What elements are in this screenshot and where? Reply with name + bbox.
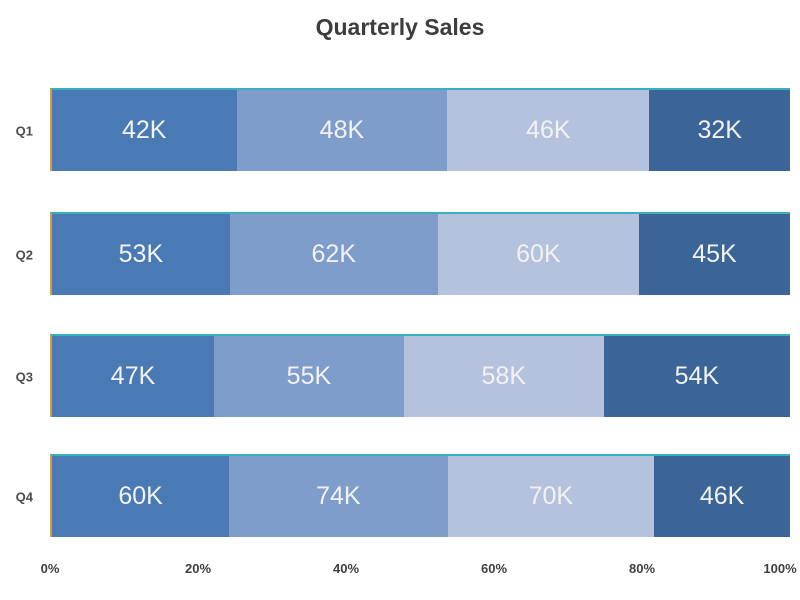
x-axis-tick-label: 100%: [763, 561, 797, 576]
bar-segment: 42K: [52, 90, 237, 171]
plot-area: Q1 42K 48K 46K 32K Q2 53K 62K 60K 45K Q3 47K 55K 58K 5…: [16, 0, 790, 600]
x-axis-tick-label: 0%: [40, 561, 60, 576]
x-axis-tick-label: 60%: [480, 561, 508, 576]
segment-value-label: 46K: [526, 116, 571, 144]
category-label: Q2: [15, 247, 33, 262]
segment-value-label: 53K: [118, 240, 164, 268]
bar-segment: 74K: [229, 456, 448, 537]
chart-title: Quarterly Sales: [315, 14, 485, 40]
segment-value-label: 60K: [118, 482, 163, 510]
bar-row-q1: Q1 42K 48K 46K 32K: [16, 88, 790, 171]
segment-value-label: 62K: [311, 240, 356, 268]
bar-segment: 48K: [236, 90, 448, 171]
segment-value-label: 48K: [319, 116, 365, 144]
bar-segment: 46K: [447, 90, 650, 171]
bar-row-q2: Q2 53K 62K 60K 45K: [16, 212, 790, 295]
segment-value-label: 54K: [674, 362, 720, 390]
bar-segment: 58K: [403, 336, 604, 417]
bar-segment: 46K: [654, 456, 790, 537]
segment-value-label: 60K: [516, 240, 561, 268]
bar-segment: 62K: [229, 214, 438, 295]
bar-segment: 54K: [603, 336, 790, 417]
segment-value-label: 70K: [528, 482, 574, 510]
segment-value-label: 46K: [699, 482, 745, 510]
bar-row-q4: Q4 60K 74K 70K 46K: [16, 454, 790, 537]
bar-segment: 53K: [52, 214, 230, 295]
x-axis-tick-label: 40%: [332, 561, 360, 576]
bar-segment: 60K: [52, 456, 230, 537]
segment-value-label: 58K: [481, 362, 526, 390]
bar-segment: 32K: [649, 90, 790, 171]
segment-value-label: 32K: [697, 116, 742, 144]
bar-segment: 55K: [214, 336, 404, 417]
bar-segment: 45K: [639, 214, 790, 295]
x-axis-tick-label: 80%: [628, 561, 656, 576]
segment-value-label: 45K: [692, 240, 737, 268]
bar-row-q3: Q3 47K 55K 58K 54K: [16, 334, 790, 417]
segment-value-label: 47K: [110, 362, 156, 390]
bar-segment: 60K: [437, 214, 640, 295]
category-label: Q1: [15, 123, 33, 138]
x-axis-tick-label: 20%: [184, 561, 212, 576]
x-axis: 0% 20% 40% 60% 80% 100%: [41, 561, 797, 581]
category-label: Q3: [15, 369, 33, 384]
segment-value-label: 74K: [316, 482, 361, 510]
segment-value-label: 42K: [122, 116, 167, 144]
category-label: Q4: [15, 489, 33, 504]
bar-segment: 70K: [447, 456, 655, 537]
segment-value-label: 55K: [286, 362, 332, 390]
bar-segment: 47K: [52, 336, 215, 417]
